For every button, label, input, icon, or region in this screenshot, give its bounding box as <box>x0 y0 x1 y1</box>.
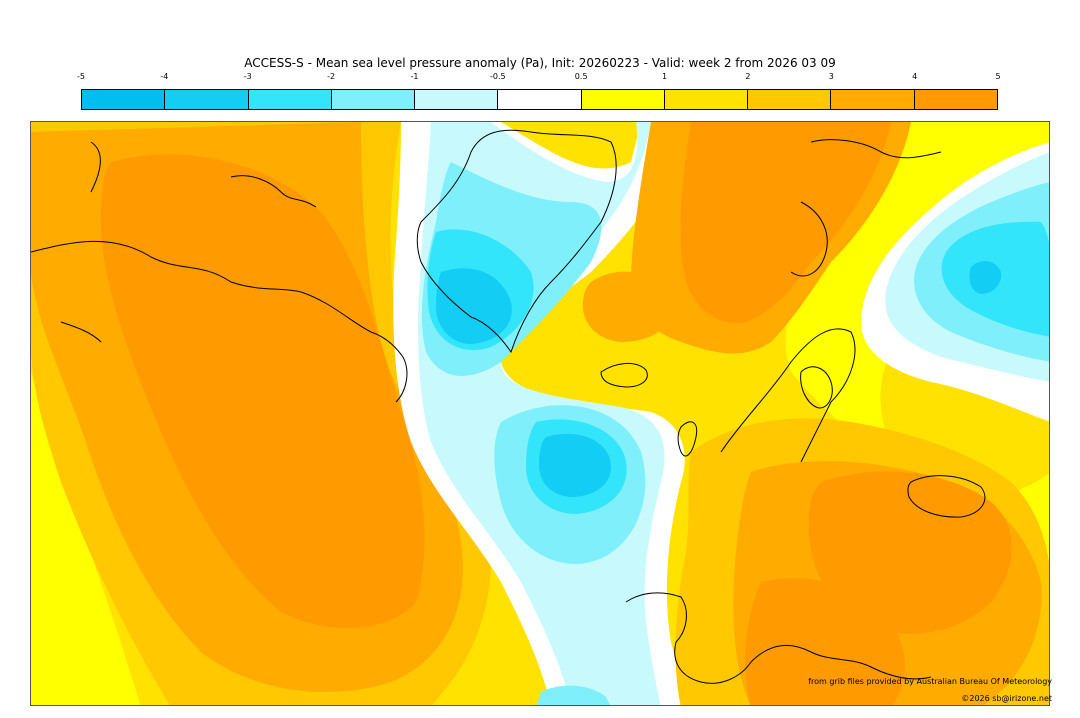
coastline-british-isles <box>677 421 698 457</box>
field-weak-negative-south <box>536 685 610 705</box>
colorbar-cell <box>415 90 499 109</box>
field-negative-east <box>969 260 1002 294</box>
colorbar-cell <box>248 90 332 109</box>
field-strong-positive-north <box>680 122 891 323</box>
colorbar-tick-label: 2 <box>745 72 751 81</box>
colorbar-tick-label: 0.5 <box>574 72 588 81</box>
colorbar-cell <box>498 90 582 109</box>
field-strong-positive-west <box>101 154 425 629</box>
colorbar-tick-label: 5 <box>995 72 1001 81</box>
colorbar-tick-label: -0.5 <box>490 72 506 81</box>
coastline-arctic-russia <box>790 139 942 277</box>
map-field-svg <box>31 122 1049 705</box>
coastline-greenland <box>416 129 617 354</box>
coastline-baltic <box>800 366 833 409</box>
coastline-north-america <box>31 240 408 403</box>
colorbar-tick-label: -1 <box>410 72 419 81</box>
colorbar-cell <box>664 90 749 109</box>
colorbar <box>81 89 998 110</box>
field-negative-atlantic <box>539 433 611 497</box>
copyright-credit: ©2026 sb@irizone.net <box>961 694 1052 703</box>
colorbar-cell <box>581 90 665 109</box>
coastline-alaska-islands <box>60 141 317 343</box>
field-negative-greenland <box>436 268 512 344</box>
field-positive-iceland <box>582 271 672 342</box>
coastline-black-sea <box>907 475 986 518</box>
colorbar-cell <box>165 90 249 109</box>
source-credit: from grib files provided by Australian B… <box>808 677 1052 686</box>
colorbar-tick-label: -4 <box>160 72 169 81</box>
coastline-scandinavia <box>720 328 856 463</box>
colorbar-tick-label: 4 <box>912 72 918 81</box>
colorbar-cell <box>748 90 832 109</box>
colorbar-cell <box>82 90 166 109</box>
field-slight-positive-west <box>31 372 141 705</box>
colorbar-tick-label: -3 <box>243 72 252 81</box>
colorbar-tick-labels: -5 -4 -3 -2 -1 -0.5 0.5 1 2 3 4 5 <box>0 72 1080 84</box>
colorbar-tick-label: -5 <box>77 72 85 81</box>
chart-title: ACCESS-S - Mean sea level pressure anoma… <box>244 56 836 70</box>
anomaly-map <box>30 121 1050 706</box>
coastline-europe <box>625 592 932 684</box>
colorbar-cell <box>831 90 915 109</box>
colorbar-cell <box>914 90 997 109</box>
colorbar-cell <box>331 90 416 109</box>
field-strong-positive-europe <box>808 471 1012 634</box>
field-strong-positive-med <box>745 578 905 705</box>
colorbar-tick-label: -2 <box>327 72 336 81</box>
colorbar-tick-label: 1 <box>661 72 668 81</box>
coastlines <box>31 129 986 684</box>
colorbar-tick-label: 3 <box>828 72 834 81</box>
coastline-iceland <box>600 363 648 388</box>
